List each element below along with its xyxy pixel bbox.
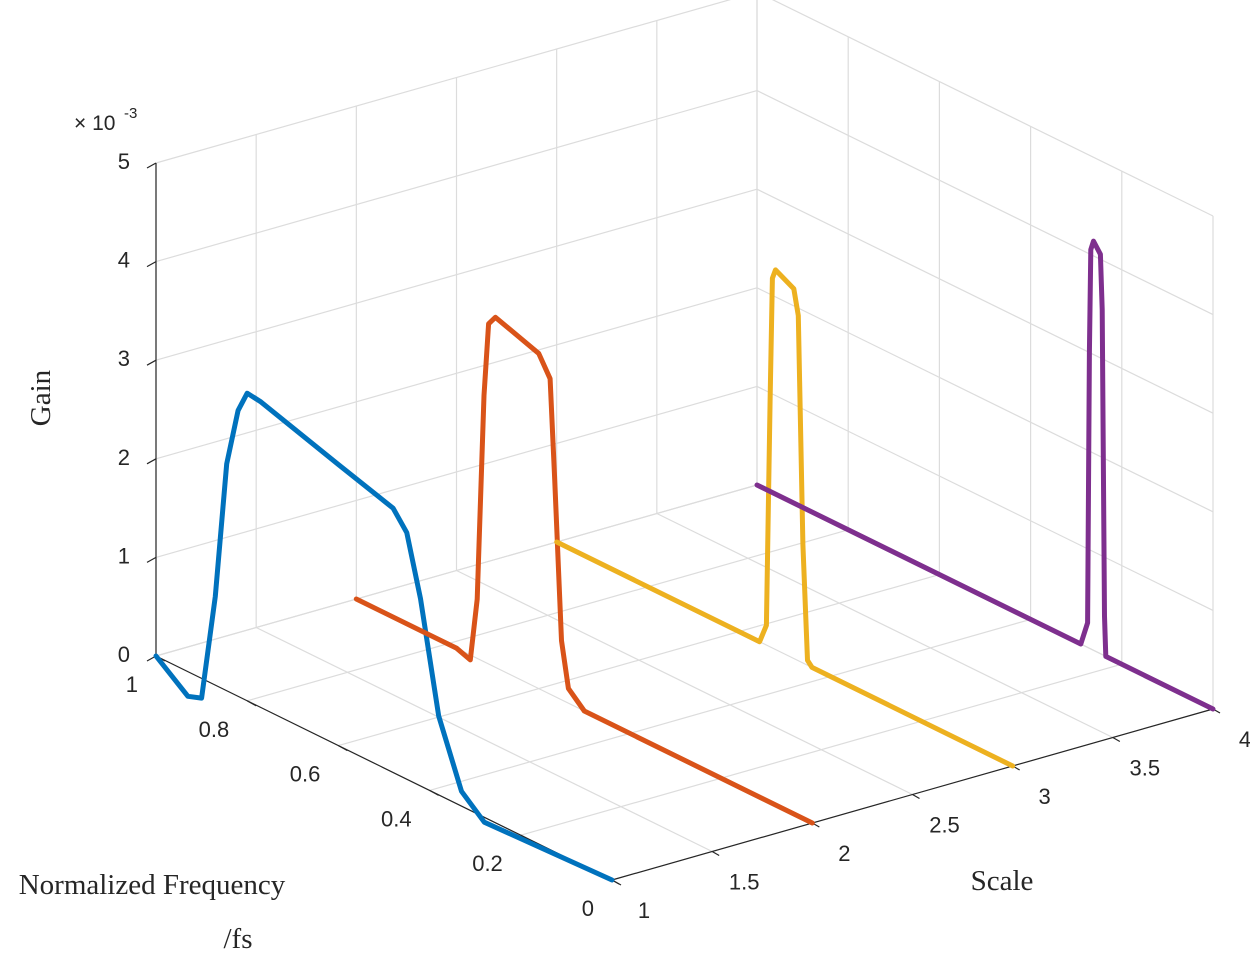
grid-line-backwall-z <box>155 90 758 263</box>
z-tick-label: 2 <box>118 445 130 470</box>
grid-line-floor-x <box>656 512 1114 739</box>
y-tick-label: 1 <box>126 672 138 697</box>
x-tick-label: 2 <box>838 841 850 866</box>
z-tick-label: 3 <box>118 346 130 371</box>
z-tick-label: 5 <box>118 149 130 174</box>
x-tick-label: 2.5 <box>929 813 960 838</box>
z-multiplier: × 10 <box>74 112 115 135</box>
y-tick-mark <box>246 700 257 707</box>
y-tick-label: 0.8 <box>199 717 230 742</box>
grid-line-backwall-z <box>155 0 732 164</box>
x-tick-mark <box>1112 736 1121 743</box>
series-line-scale-4 <box>754 238 1216 712</box>
x-tick-label: 1.5 <box>729 870 760 895</box>
grid-line-sidewall-z <box>756 90 1214 316</box>
x-axis-label: Scale <box>971 865 1034 897</box>
z-multiplier-exponent: -3 <box>124 105 137 122</box>
z-tick-label: 1 <box>118 543 130 568</box>
y-axis-line <box>155 655 613 881</box>
series-line-scale-1 <box>153 390 615 883</box>
series-layer <box>153 238 1216 883</box>
label-layer: Scale Normalized Frequency /fs Gain × 10… <box>19 105 1034 955</box>
grid-line-sidewall-z <box>771 0 1214 217</box>
z-tick-mark <box>146 556 157 563</box>
grid-line-floor-y <box>247 529 849 702</box>
grid-line-backwall-z <box>155 484 758 657</box>
y-axis-label-line2: /fs <box>224 923 253 955</box>
z-tick-mark <box>146 261 157 268</box>
grid-line-floor-x <box>456 569 913 796</box>
y-tick-label: 0.6 <box>290 762 321 787</box>
grid-line-floor-y <box>429 618 1031 791</box>
y-tick-label: 0.2 <box>472 851 503 876</box>
x-tick-label: 1 <box>638 898 650 923</box>
x-tick-label: 3.5 <box>1130 756 1161 781</box>
z-tick-mark <box>146 458 157 465</box>
grid-line-sidewall-z <box>756 287 1214 513</box>
axis-layer: 1 1.5 2 2.5 3 3.5 4 0 0.2 0.4 0.6 0.8 1 0 1 2 3 4 5 <box>118 149 1250 923</box>
grid-line-floor-x <box>255 626 713 853</box>
x-tick-mark <box>711 850 720 857</box>
z-axis-label: Gain <box>25 369 57 426</box>
z-tick-mark <box>146 359 157 366</box>
grid-line-backwall-z <box>155 188 758 361</box>
grid-line-sidewall-z <box>756 188 1214 414</box>
grid-layer <box>155 0 1214 881</box>
y-tick-label: 0.4 <box>381 806 412 831</box>
y-tick-mark <box>338 745 348 752</box>
grid-line-backwall-z <box>155 385 758 558</box>
z-tick-label: 4 <box>118 248 130 273</box>
x-tick-label: 4 <box>1239 727 1250 752</box>
grid-line-floor-y <box>520 663 1122 836</box>
y-tick-label: 0 <box>582 896 594 921</box>
x-tick-mark <box>912 793 920 800</box>
grid-line-backwall-z <box>155 287 758 460</box>
y-tick-mark <box>520 834 531 841</box>
series-line-scale-2 <box>353 314 815 826</box>
series-line-scale-3 <box>554 267 1016 769</box>
z-tick-label: 0 <box>118 642 130 667</box>
y-tick-mark <box>429 789 439 796</box>
x-tick-label: 3 <box>1039 784 1051 809</box>
z-tick-mark <box>146 162 157 169</box>
y-axis-label-line1: Normalized Frequency <box>19 869 286 901</box>
grid-line-sidewall-z <box>756 385 1214 611</box>
